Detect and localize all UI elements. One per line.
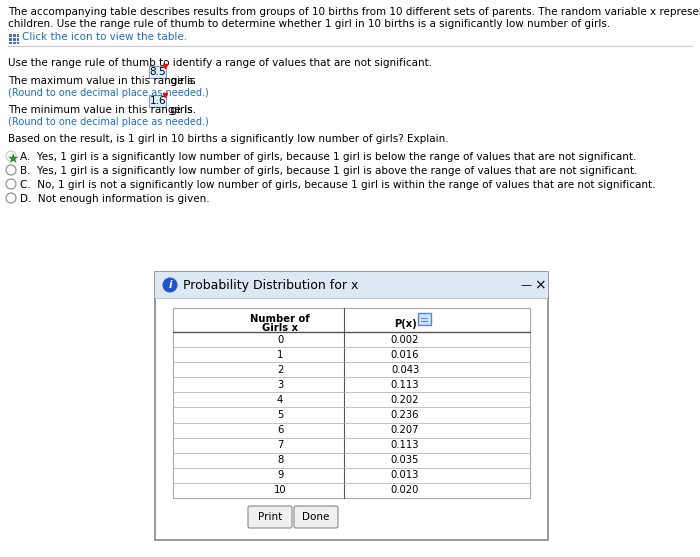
Text: Use the range rule of thumb to identify a range of values that are not significa: Use the range rule of thumb to identify … bbox=[8, 58, 432, 68]
FancyBboxPatch shape bbox=[149, 95, 167, 106]
Text: —: — bbox=[520, 280, 531, 290]
Text: P(x): P(x) bbox=[393, 319, 416, 329]
Bar bbox=[13, 34, 15, 37]
FancyBboxPatch shape bbox=[149, 66, 167, 77]
Text: 8.5: 8.5 bbox=[149, 67, 166, 77]
FancyBboxPatch shape bbox=[248, 506, 292, 528]
Text: 6: 6 bbox=[277, 425, 284, 435]
FancyBboxPatch shape bbox=[155, 272, 548, 298]
Text: 0.236: 0.236 bbox=[391, 410, 419, 420]
Text: 4: 4 bbox=[277, 395, 284, 405]
Text: ★: ★ bbox=[6, 152, 18, 166]
Text: 2: 2 bbox=[277, 365, 284, 375]
Bar bbox=[17, 38, 20, 41]
Text: 0.002: 0.002 bbox=[391, 335, 419, 345]
Text: 1.6: 1.6 bbox=[149, 96, 166, 106]
Text: The accompanying table describes results from groups of 10 births from 10 differ: The accompanying table describes results… bbox=[8, 7, 700, 17]
FancyBboxPatch shape bbox=[294, 506, 338, 528]
FancyBboxPatch shape bbox=[418, 313, 431, 325]
Text: ×: × bbox=[534, 278, 546, 292]
Text: 1: 1 bbox=[277, 350, 284, 360]
Text: C.  No, 1 girl is not a significantly low number of girls, because 1 girl is wit: C. No, 1 girl is not a significantly low… bbox=[20, 180, 655, 190]
Text: 0.113: 0.113 bbox=[391, 440, 419, 450]
Text: 10: 10 bbox=[274, 486, 286, 496]
Text: Girls x: Girls x bbox=[262, 323, 298, 333]
Text: Based on the result, is 1 girl in 10 births a significantly low number of girls?: Based on the result, is 1 girl in 10 bir… bbox=[8, 134, 449, 144]
Bar bbox=[17, 34, 20, 37]
Text: Done: Done bbox=[302, 512, 330, 522]
Text: 0.202: 0.202 bbox=[391, 395, 419, 405]
Text: The maximum value in this range is: The maximum value in this range is bbox=[8, 76, 199, 86]
Text: children. Use the range rule of thumb to determine whether 1 girl in 10 births i: children. Use the range rule of thumb to… bbox=[8, 19, 610, 29]
Text: The minimum value in this range is: The minimum value in this range is bbox=[8, 105, 196, 115]
Text: 5: 5 bbox=[277, 410, 284, 420]
Bar bbox=[9, 42, 12, 45]
Text: 3: 3 bbox=[277, 380, 284, 390]
Text: 0.043: 0.043 bbox=[391, 365, 419, 375]
Text: 8: 8 bbox=[277, 455, 284, 465]
FancyBboxPatch shape bbox=[173, 308, 530, 498]
Text: girls.: girls. bbox=[167, 105, 196, 115]
Text: Number of: Number of bbox=[250, 314, 310, 324]
Text: 9: 9 bbox=[277, 470, 284, 480]
Bar bbox=[13, 42, 15, 45]
Text: 0.113: 0.113 bbox=[391, 380, 419, 390]
Text: A.  Yes, 1 girl is a significantly low number of girls, because 1 girl is below : A. Yes, 1 girl is a significantly low nu… bbox=[20, 152, 636, 162]
Text: girls.: girls. bbox=[167, 76, 196, 86]
Bar bbox=[17, 42, 20, 45]
Text: 0.020: 0.020 bbox=[391, 486, 419, 496]
FancyBboxPatch shape bbox=[155, 272, 548, 540]
Circle shape bbox=[162, 277, 178, 292]
Text: B.  Yes, 1 girl is a significantly low number of girls, because 1 girl is above : B. Yes, 1 girl is a significantly low nu… bbox=[20, 166, 638, 176]
Text: Probability Distribution for x: Probability Distribution for x bbox=[183, 278, 358, 291]
Text: Print: Print bbox=[258, 512, 282, 522]
Text: 0.035: 0.035 bbox=[391, 455, 419, 465]
Text: 0.207: 0.207 bbox=[391, 425, 419, 435]
Text: (Round to one decimal place as needed.): (Round to one decimal place as needed.) bbox=[8, 88, 209, 98]
Text: 0.013: 0.013 bbox=[391, 470, 419, 480]
Text: i: i bbox=[168, 280, 172, 290]
Text: 0.016: 0.016 bbox=[391, 350, 419, 360]
Bar bbox=[9, 34, 12, 37]
Text: D.  Not enough information is given.: D. Not enough information is given. bbox=[20, 194, 209, 204]
Bar bbox=[13, 38, 15, 41]
Text: (Round to one decimal place as needed.): (Round to one decimal place as needed.) bbox=[8, 117, 209, 127]
Text: 0: 0 bbox=[277, 335, 284, 345]
Text: Click the icon to view the table.: Click the icon to view the table. bbox=[22, 32, 188, 42]
Bar bbox=[9, 38, 12, 41]
Text: 7: 7 bbox=[277, 440, 284, 450]
